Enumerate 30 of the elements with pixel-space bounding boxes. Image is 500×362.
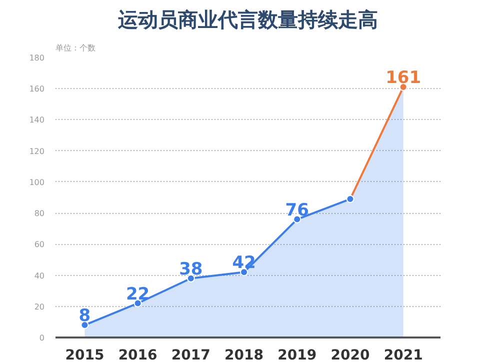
data-label: 22 [126, 284, 150, 304]
x-tick-label: 2020 [330, 348, 370, 362]
point [399, 83, 408, 92]
data-label: 8 [78, 306, 91, 326]
x-tick-label: 2016 [118, 348, 158, 362]
x-tick-label: 2015 [65, 348, 104, 362]
y-tick-label: 160 [29, 84, 45, 94]
x-tick-label: 2019 [278, 348, 317, 362]
y-tick-label: 20 [34, 302, 45, 312]
data-label: 161 [386, 68, 422, 88]
y-tick-label: 100 [29, 178, 45, 187]
chart-title: 运动员商业代言数量持续走高 [117, 8, 378, 32]
x-tick-label: 2021 [384, 348, 423, 362]
point [80, 321, 89, 330]
y-axis-title: 单位：个数 [56, 44, 96, 52]
x-tick-label: 2018 [224, 348, 264, 362]
x-tick-label: 2017 [171, 348, 210, 362]
y-tick-label: 80 [34, 209, 45, 218]
y-tick-label: 0 [39, 334, 45, 342]
y-tick-label: 60 [34, 240, 45, 250]
point [240, 268, 248, 276]
data-label: 38 [179, 259, 203, 280]
data-label: 76 [285, 200, 309, 220]
point [134, 299, 142, 308]
data-label: 42 [232, 253, 256, 274]
y-tick-label: 140 [29, 116, 45, 125]
y-tick-label: 120 [29, 146, 45, 156]
y-tick-label: 40 [34, 271, 45, 280]
point [346, 195, 354, 204]
y-tick-label: 180 [29, 54, 45, 62]
